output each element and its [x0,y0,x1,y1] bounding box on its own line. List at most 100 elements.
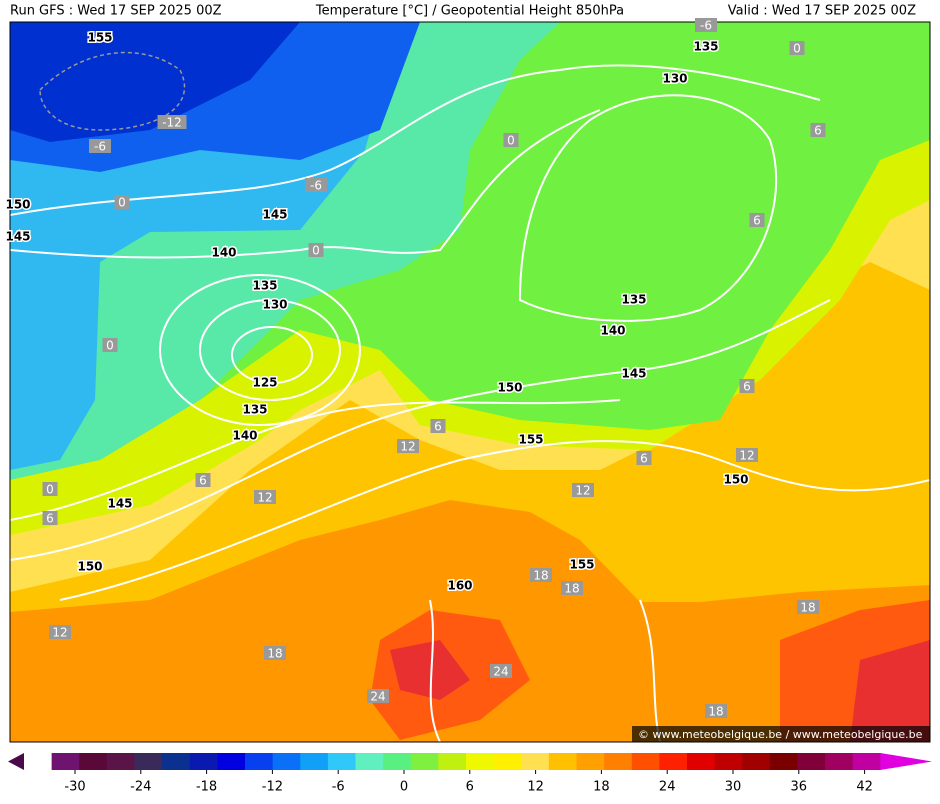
temperature-label: 18 [267,647,282,661]
map-title: Temperature [°C] / Geopotential Height 8… [315,4,624,19]
colorbar-tick-label: 18 [593,780,610,795]
colorbar-swatch [852,753,881,770]
temperature-label-box [705,704,727,718]
colorbar-tick-label: 24 [659,780,676,795]
colorbar-swatch [327,753,356,770]
temperature-label: 24 [493,665,508,679]
height-label: 125 [252,376,277,390]
temperature-label-box [749,213,765,227]
colorbar-swatch [604,753,633,770]
colorbar-swatch [383,753,412,770]
height-label: 130 [662,72,687,86]
map [10,22,930,742]
colorbar-tick-label: -12 [262,780,283,795]
temperature-label-box [561,581,583,595]
temperature-label: 12 [575,484,590,498]
temperature-label: 12 [52,626,67,640]
colorbar-swatch [742,753,771,770]
colorbar-swatch [714,753,743,770]
colorbar-swatch [438,753,467,770]
colorbar-arrow [880,753,932,770]
temperature-label: 18 [533,569,548,583]
temperature-label-box [305,178,327,192]
temperature-label: 18 [800,601,815,615]
temperature-label: 0 [106,339,114,353]
temperature-label: 6 [434,420,442,434]
height-label: 145 [262,208,287,222]
colorbar-tick-label: -6 [332,780,345,795]
map-frame [9,21,931,743]
height-label: 130 [262,298,287,312]
height-label: 140 [211,246,236,260]
colorbar-tick-label: -24 [130,780,151,795]
height-label: 135 [252,279,277,293]
temperature-label-box [308,243,324,257]
colorbar-swatch [410,753,439,770]
temperature-label-box [810,123,826,137]
temperature-label-box [430,419,446,433]
temperature-label: 6 [199,474,207,488]
run-label: Run GFS : Wed 17 SEP 2025 00Z [10,4,222,19]
credit: © www.meteobelgique.be / www.meteobelgiq… [638,728,923,741]
temperature-label: 0 [46,483,54,497]
height-label: 145 [5,230,30,244]
height-label: 145 [107,497,132,511]
colorbar-tick-label: 12 [527,780,544,795]
temperature-label: -6 [94,140,106,154]
colorbar-swatch [134,753,163,770]
height-label: 135 [693,40,718,54]
colorbar-swatch [217,753,246,770]
temperature-label: 12 [400,440,415,454]
height-label: 155 [87,31,112,45]
colorbar-tick-label: 30 [725,780,742,795]
temperature-label-box [695,18,717,32]
temperature-label-box [789,41,805,55]
height-label: 150 [5,198,30,212]
temperature-label-box [739,379,755,393]
colorbar-swatch [521,753,550,770]
temperature-label: 0 [312,244,320,258]
colorbar-swatch [355,753,384,770]
colorbar-swatch [493,753,522,770]
valid-label: Valid : Wed 17 SEP 2025 00Z [728,4,916,19]
colorbar-swatch [79,753,108,770]
colorbar-swatch [272,753,301,770]
temperature-label: 12 [739,449,754,463]
colorbar-swatch [769,753,798,770]
credit-box [632,726,930,742]
temperature-label-box [42,511,58,525]
temperature-label: 18 [564,582,579,596]
colorbar-swatch [162,753,191,770]
temperature-label: 6 [46,512,54,526]
temperature-label: 0 [507,134,515,148]
temperature-label-box [636,451,652,465]
height-label: 145 [621,367,646,381]
temperature-label-box [102,338,118,352]
colorbar-swatch [797,753,826,770]
temperature-label-box [89,139,111,153]
temperature-label: -12 [162,116,182,130]
temperature-label: 6 [753,214,761,228]
temperature-label: 6 [640,452,648,466]
temperature-label: 6 [814,124,822,138]
colorbar-swatch [466,753,495,770]
colorbar-tick-label: 0 [400,780,408,795]
temperature-label-box [264,646,286,660]
temperature-label: 0 [118,196,126,210]
colorbar-swatch [576,753,605,770]
temperature-label-box [530,568,552,582]
colorbar-swatch [300,753,329,770]
colorbar-swatch [825,753,854,770]
temperature-label-box [157,115,187,129]
height-label: 150 [723,473,748,487]
colorbar-swatch [106,753,135,770]
temperature-label: 12 [257,491,272,505]
temperature-label: 24 [370,690,385,704]
temperature-label-box [49,625,71,639]
colorbar-arrow [8,753,24,770]
height-label: 140 [232,429,257,443]
temperature-label-box [736,448,758,462]
temperature-label: 0 [793,42,801,56]
height-label: 150 [77,560,102,574]
